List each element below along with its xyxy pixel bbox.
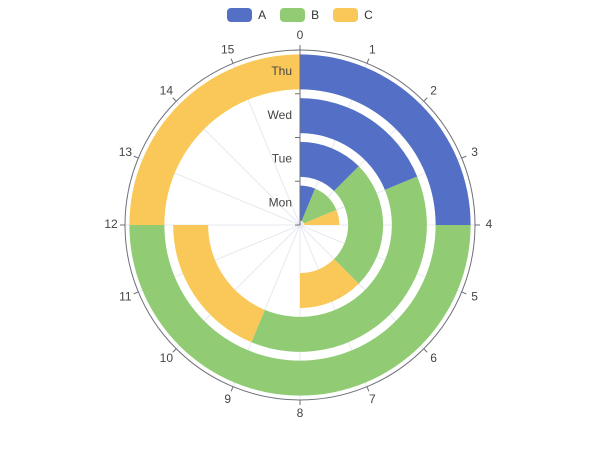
bar-a-tue[interactable] — [300, 141, 359, 191]
angle-tick-label-11: 11 — [119, 289, 132, 303]
bar-c-thu[interactable] — [129, 54, 300, 225]
angle-tick-14 — [172, 97, 177, 102]
bar-b-thu[interactable] — [129, 225, 471, 396]
legend: A B C — [0, 8, 600, 22]
bar-c-tue[interactable] — [300, 259, 359, 309]
angle-tick-label-13: 13 — [119, 145, 133, 159]
angle-tick-label-2: 2 — [430, 84, 437, 98]
angle-tick-label-15: 15 — [221, 43, 235, 57]
angle-tick-6 — [423, 348, 428, 353]
bar-b-wed[interactable] — [251, 176, 427, 352]
radius-label-tue: Tue — [272, 152, 293, 166]
angle-tick-label-4: 4 — [486, 217, 493, 231]
bar-a-wed[interactable] — [300, 98, 418, 190]
legend-swatch-b — [280, 8, 306, 22]
angle-tick-label-1: 1 — [369, 43, 376, 57]
angle-tick-1 — [366, 58, 370, 64]
bar-a-thu[interactable] — [300, 54, 471, 225]
legend-label-c: C — [364, 8, 373, 22]
legend-item-b[interactable]: B — [280, 8, 319, 22]
legend-item-a[interactable]: A — [227, 8, 266, 22]
legend-label-a: A — [258, 8, 267, 22]
angle-tick-7 — [366, 386, 370, 392]
angle-tick-label-0: 0 — [297, 28, 304, 42]
angle-tick-label-8: 8 — [297, 406, 304, 420]
angle-tick-label-12: 12 — [104, 217, 118, 231]
angle-tick-label-9: 9 — [224, 392, 231, 406]
bar-c-mon[interactable] — [304, 209, 340, 225]
angle-tick-label-14: 14 — [160, 84, 174, 98]
bar-layer — [129, 54, 471, 396]
angle-tick-15 — [230, 58, 234, 64]
angle-tick-label-7: 7 — [369, 392, 376, 406]
angle-tick-9 — [230, 386, 234, 392]
angle-tick-label-5: 5 — [471, 289, 478, 303]
bar-c-wed[interactable] — [173, 225, 265, 343]
radius-label-mon: Mon — [269, 195, 292, 209]
angle-tick-label-3: 3 — [471, 145, 478, 159]
angle-tick-label-10: 10 — [160, 351, 174, 365]
radius-label-thu: Thu — [271, 64, 292, 78]
bar-a-mon[interactable] — [300, 185, 316, 221]
angle-tick-11 — [133, 291, 139, 295]
angle-tick-13 — [133, 155, 139, 159]
angle-tick-2 — [423, 97, 428, 102]
legend-swatch-a — [227, 8, 253, 22]
legend-item-c[interactable]: C — [333, 8, 373, 22]
bar-b-mon[interactable] — [301, 188, 337, 224]
bar-b-tue[interactable] — [334, 166, 384, 284]
angle-tick-5 — [461, 291, 467, 295]
angle-tick-10 — [172, 348, 177, 353]
legend-swatch-c — [333, 8, 359, 22]
angle-tick-label-6: 6 — [430, 351, 437, 365]
legend-label-b: B — [311, 8, 320, 22]
angle-tick-3 — [461, 155, 467, 159]
radius-label-wed: Wed — [268, 108, 292, 122]
